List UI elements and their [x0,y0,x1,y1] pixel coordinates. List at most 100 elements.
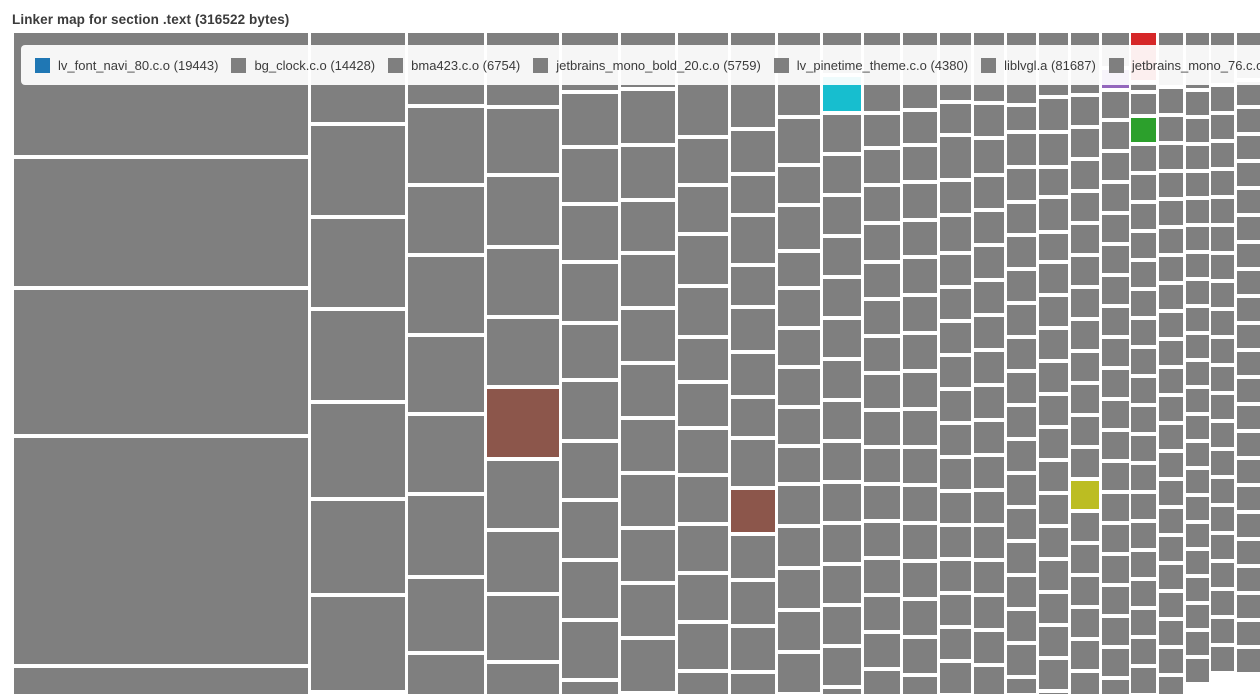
treemap-cell[interactable] [1237,190,1260,213]
treemap-cell[interactable] [678,384,728,426]
treemap-cell[interactable] [678,236,728,284]
treemap-cell[interactable] [778,253,820,286]
treemap-cell[interactable] [487,461,559,528]
treemap-cell[interactable] [1131,639,1156,664]
treemap-cell[interactable] [1237,325,1260,348]
treemap-cell[interactable] [1131,204,1156,229]
treemap-cell[interactable] [1039,99,1068,130]
treemap-cell[interactable] [621,365,675,416]
treemap-cell[interactable] [1186,227,1209,250]
treemap-cell[interactable] [940,527,971,557]
treemap-cell[interactable] [1102,246,1129,273]
treemap-cell[interactable] [621,640,675,691]
treemap-cell[interactable] [408,416,484,492]
treemap-cell[interactable] [823,320,861,357]
treemap-cell[interactable] [1186,551,1209,574]
treemap-cell[interactable] [864,634,900,667]
treemap-cell[interactable] [1131,349,1156,374]
treemap-cell[interactable] [974,457,1004,488]
treemap-cell[interactable] [1211,367,1234,391]
treemap-cell[interactable] [778,486,820,524]
treemap-cell[interactable] [621,255,675,306]
treemap-cell[interactable] [731,536,775,578]
treemap-cell[interactable] [678,430,728,473]
treemap-cell[interactable] [731,267,775,305]
treemap-cell[interactable] [311,404,405,497]
treemap-cell[interactable] [864,523,900,556]
treemap-cell[interactable] [731,582,775,624]
treemap-cell[interactable] [1039,495,1068,524]
treemap-cell[interactable] [864,412,900,445]
treemap-cell[interactable] [1211,115,1234,139]
treemap-cell[interactable] [974,105,1004,136]
treemap-cell[interactable] [1039,627,1068,656]
treemap-cell[interactable] [562,149,618,202]
treemap-cell[interactable] [1186,146,1209,169]
treemap-cell[interactable] [778,207,820,249]
treemap-cell[interactable] [678,477,728,522]
treemap-cell[interactable] [1211,143,1234,167]
treemap-cell[interactable] [823,648,861,685]
treemap-cell[interactable] [1186,497,1209,520]
treemap-cell[interactable] [903,487,937,521]
treemap-cell[interactable] [974,492,1004,523]
treemap-cell[interactable] [1159,509,1183,533]
treemap-cell[interactable] [823,443,861,480]
treemap-cell[interactable] [1131,494,1156,519]
treemap-cell[interactable] [311,311,405,400]
treemap-cell[interactable] [1039,297,1068,326]
treemap-cell[interactable] [1131,465,1156,490]
treemap-cell[interactable] [731,131,775,172]
treemap-cell[interactable] [1039,660,1068,689]
treemap-cell[interactable] [678,575,728,620]
treemap-cell[interactable] [1131,436,1156,461]
treemap-cell[interactable] [1131,552,1156,577]
treemap-cell[interactable] [1102,153,1129,180]
treemap-cell[interactable] [1071,289,1099,317]
treemap-cell[interactable] [940,323,971,353]
treemap-cell[interactable] [1007,237,1036,267]
treemap-cell[interactable] [731,217,775,263]
treemap-cell[interactable] [823,566,861,603]
treemap-cell[interactable] [1039,429,1068,458]
treemap-cell[interactable] [1102,556,1129,583]
treemap-cell[interactable] [1159,173,1183,197]
treemap-cell[interactable] [1211,479,1234,503]
treemap-cell[interactable] [974,387,1004,418]
treemap-cell[interactable] [903,373,937,407]
treemap-cell[interactable] [864,338,900,371]
treemap-cell[interactable] [1007,339,1036,369]
treemap-cell[interactable] [940,217,971,251]
treemap-cell[interactable] [731,176,775,213]
legend-item[interactable]: liblvgl.a (81687) [981,57,1096,73]
treemap-cell[interactable] [823,689,861,694]
treemap-cell[interactable] [1007,134,1036,165]
treemap-cell[interactable] [1159,145,1183,169]
treemap-cell[interactable] [621,420,675,471]
legend-item[interactable]: lv_font_navi_80.c.o (19443) [35,57,218,73]
treemap-cell[interactable] [678,526,728,571]
treemap-cell[interactable] [731,399,775,436]
treemap-cell[interactable] [1211,87,1234,111]
treemap-cell[interactable] [487,249,559,315]
treemap-cell[interactable] [678,673,728,694]
treemap-cell[interactable] [974,177,1004,208]
treemap-cell[interactable] [823,238,861,275]
treemap-cell[interactable] [1039,330,1068,359]
treemap-cell[interactable] [1102,649,1129,676]
treemap-cell[interactable] [864,449,900,482]
treemap-cell[interactable] [1159,313,1183,337]
treemap-cell[interactable] [1039,396,1068,425]
treemap-cell[interactable] [940,493,971,523]
treemap-cell[interactable] [903,525,937,559]
treemap-cell[interactable] [1039,561,1068,590]
treemap-cell[interactable] [1159,369,1183,393]
treemap-cell[interactable] [1159,481,1183,505]
treemap-cell[interactable] [903,411,937,445]
treemap-cell[interactable] [678,288,728,335]
treemap-cell[interactable] [1131,262,1156,287]
treemap-cell[interactable] [1186,335,1209,358]
treemap-cell[interactable] [974,212,1004,243]
treemap-cell[interactable] [1071,257,1099,285]
treemap-cell[interactable] [1159,425,1183,449]
